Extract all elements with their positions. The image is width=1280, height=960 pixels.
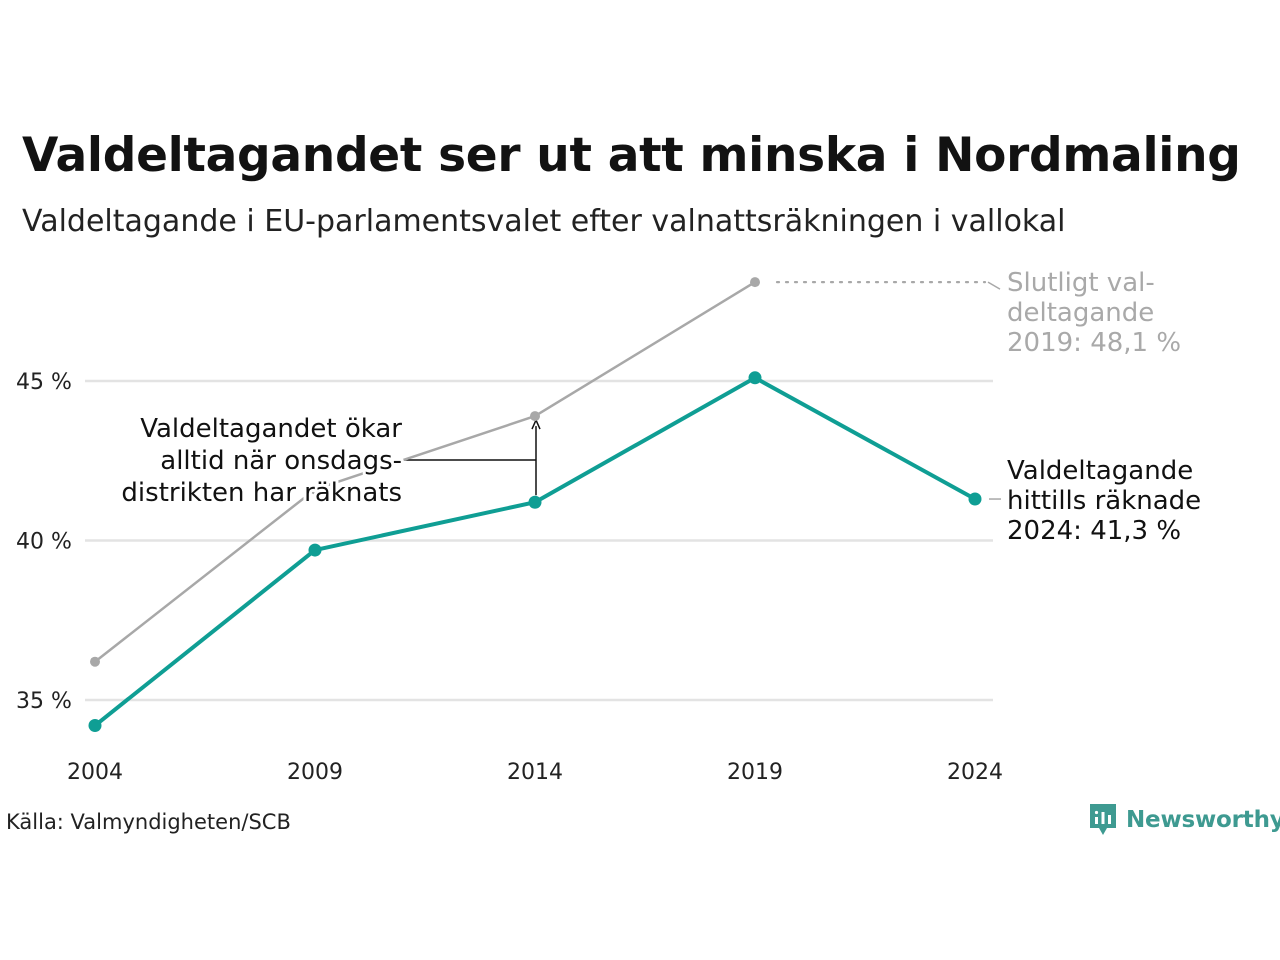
x-axis-ticks: 2004 2009 2014 2019 2024 xyxy=(67,760,1003,785)
x-tick-label: 2014 xyxy=(507,760,563,785)
wednesday-districts-annotation: alltid när onsdags- xyxy=(160,446,402,476)
series-line-final xyxy=(94,281,756,663)
y-tick-label: 35 % xyxy=(16,689,72,714)
x-tick-label: 2024 xyxy=(947,760,1003,785)
data-point-preliminary xyxy=(308,543,322,557)
data-point-preliminary xyxy=(748,371,762,385)
newsworthy-logo-icon xyxy=(1090,804,1116,835)
current-turnout-label: 2024: 41,3 % xyxy=(1007,516,1181,546)
annotation-halo: alltid när onsdags- xyxy=(160,446,402,476)
wednesday-districts-annotation: distrikten har räknats xyxy=(121,478,402,508)
source-note: Källa: Valmyndigheten/SCB xyxy=(6,810,291,834)
current-turnout-label: Valdeltagande xyxy=(1007,456,1193,486)
y-tick-label: 45 % xyxy=(16,370,72,395)
data-point-preliminary xyxy=(88,719,102,733)
series-group xyxy=(88,277,982,733)
data-point-final xyxy=(530,411,540,422)
data-point-final xyxy=(310,484,320,495)
final-label-tick xyxy=(987,281,1001,290)
annotation-connectors xyxy=(382,281,1001,500)
data-point-final xyxy=(90,656,100,667)
data-point-preliminary xyxy=(528,495,542,509)
final-turnout-label: deltagande xyxy=(1007,298,1154,328)
annotation-halo: Valdeltagandet ökar xyxy=(140,414,402,444)
data-point-final xyxy=(750,277,760,288)
chart-title: Valdeltagandet ser ut att minska i Nordm… xyxy=(22,128,1241,183)
x-tick-label: 2004 xyxy=(67,760,123,785)
final-turnout-label: Slutligt val- xyxy=(1007,268,1155,298)
current-turnout-label: hittills räknade xyxy=(1007,486,1201,516)
x-tick-label: 2009 xyxy=(287,760,343,785)
x-tick-label: 2019 xyxy=(727,760,783,785)
final-turnout-label: 2019: 48,1 % xyxy=(1007,328,1181,358)
brand-name: Newsworthy xyxy=(1126,807,1280,833)
data-point-preliminary xyxy=(968,492,982,506)
grid-lines xyxy=(85,379,993,702)
y-tick-label: 40 % xyxy=(16,530,72,555)
y-axis-ticks: 35 % 40 % 45 % xyxy=(16,370,72,714)
wednesday-districts-annotation: Valdeltagandet ökar xyxy=(140,414,402,444)
annotation-halo: distrikten har räknats xyxy=(121,478,402,508)
brand-logo[interactable]: Newsworthy xyxy=(1088,802,1280,838)
chart-subtitle: Valdeltagande i EU-parlamentsvalet efter… xyxy=(22,204,1066,239)
